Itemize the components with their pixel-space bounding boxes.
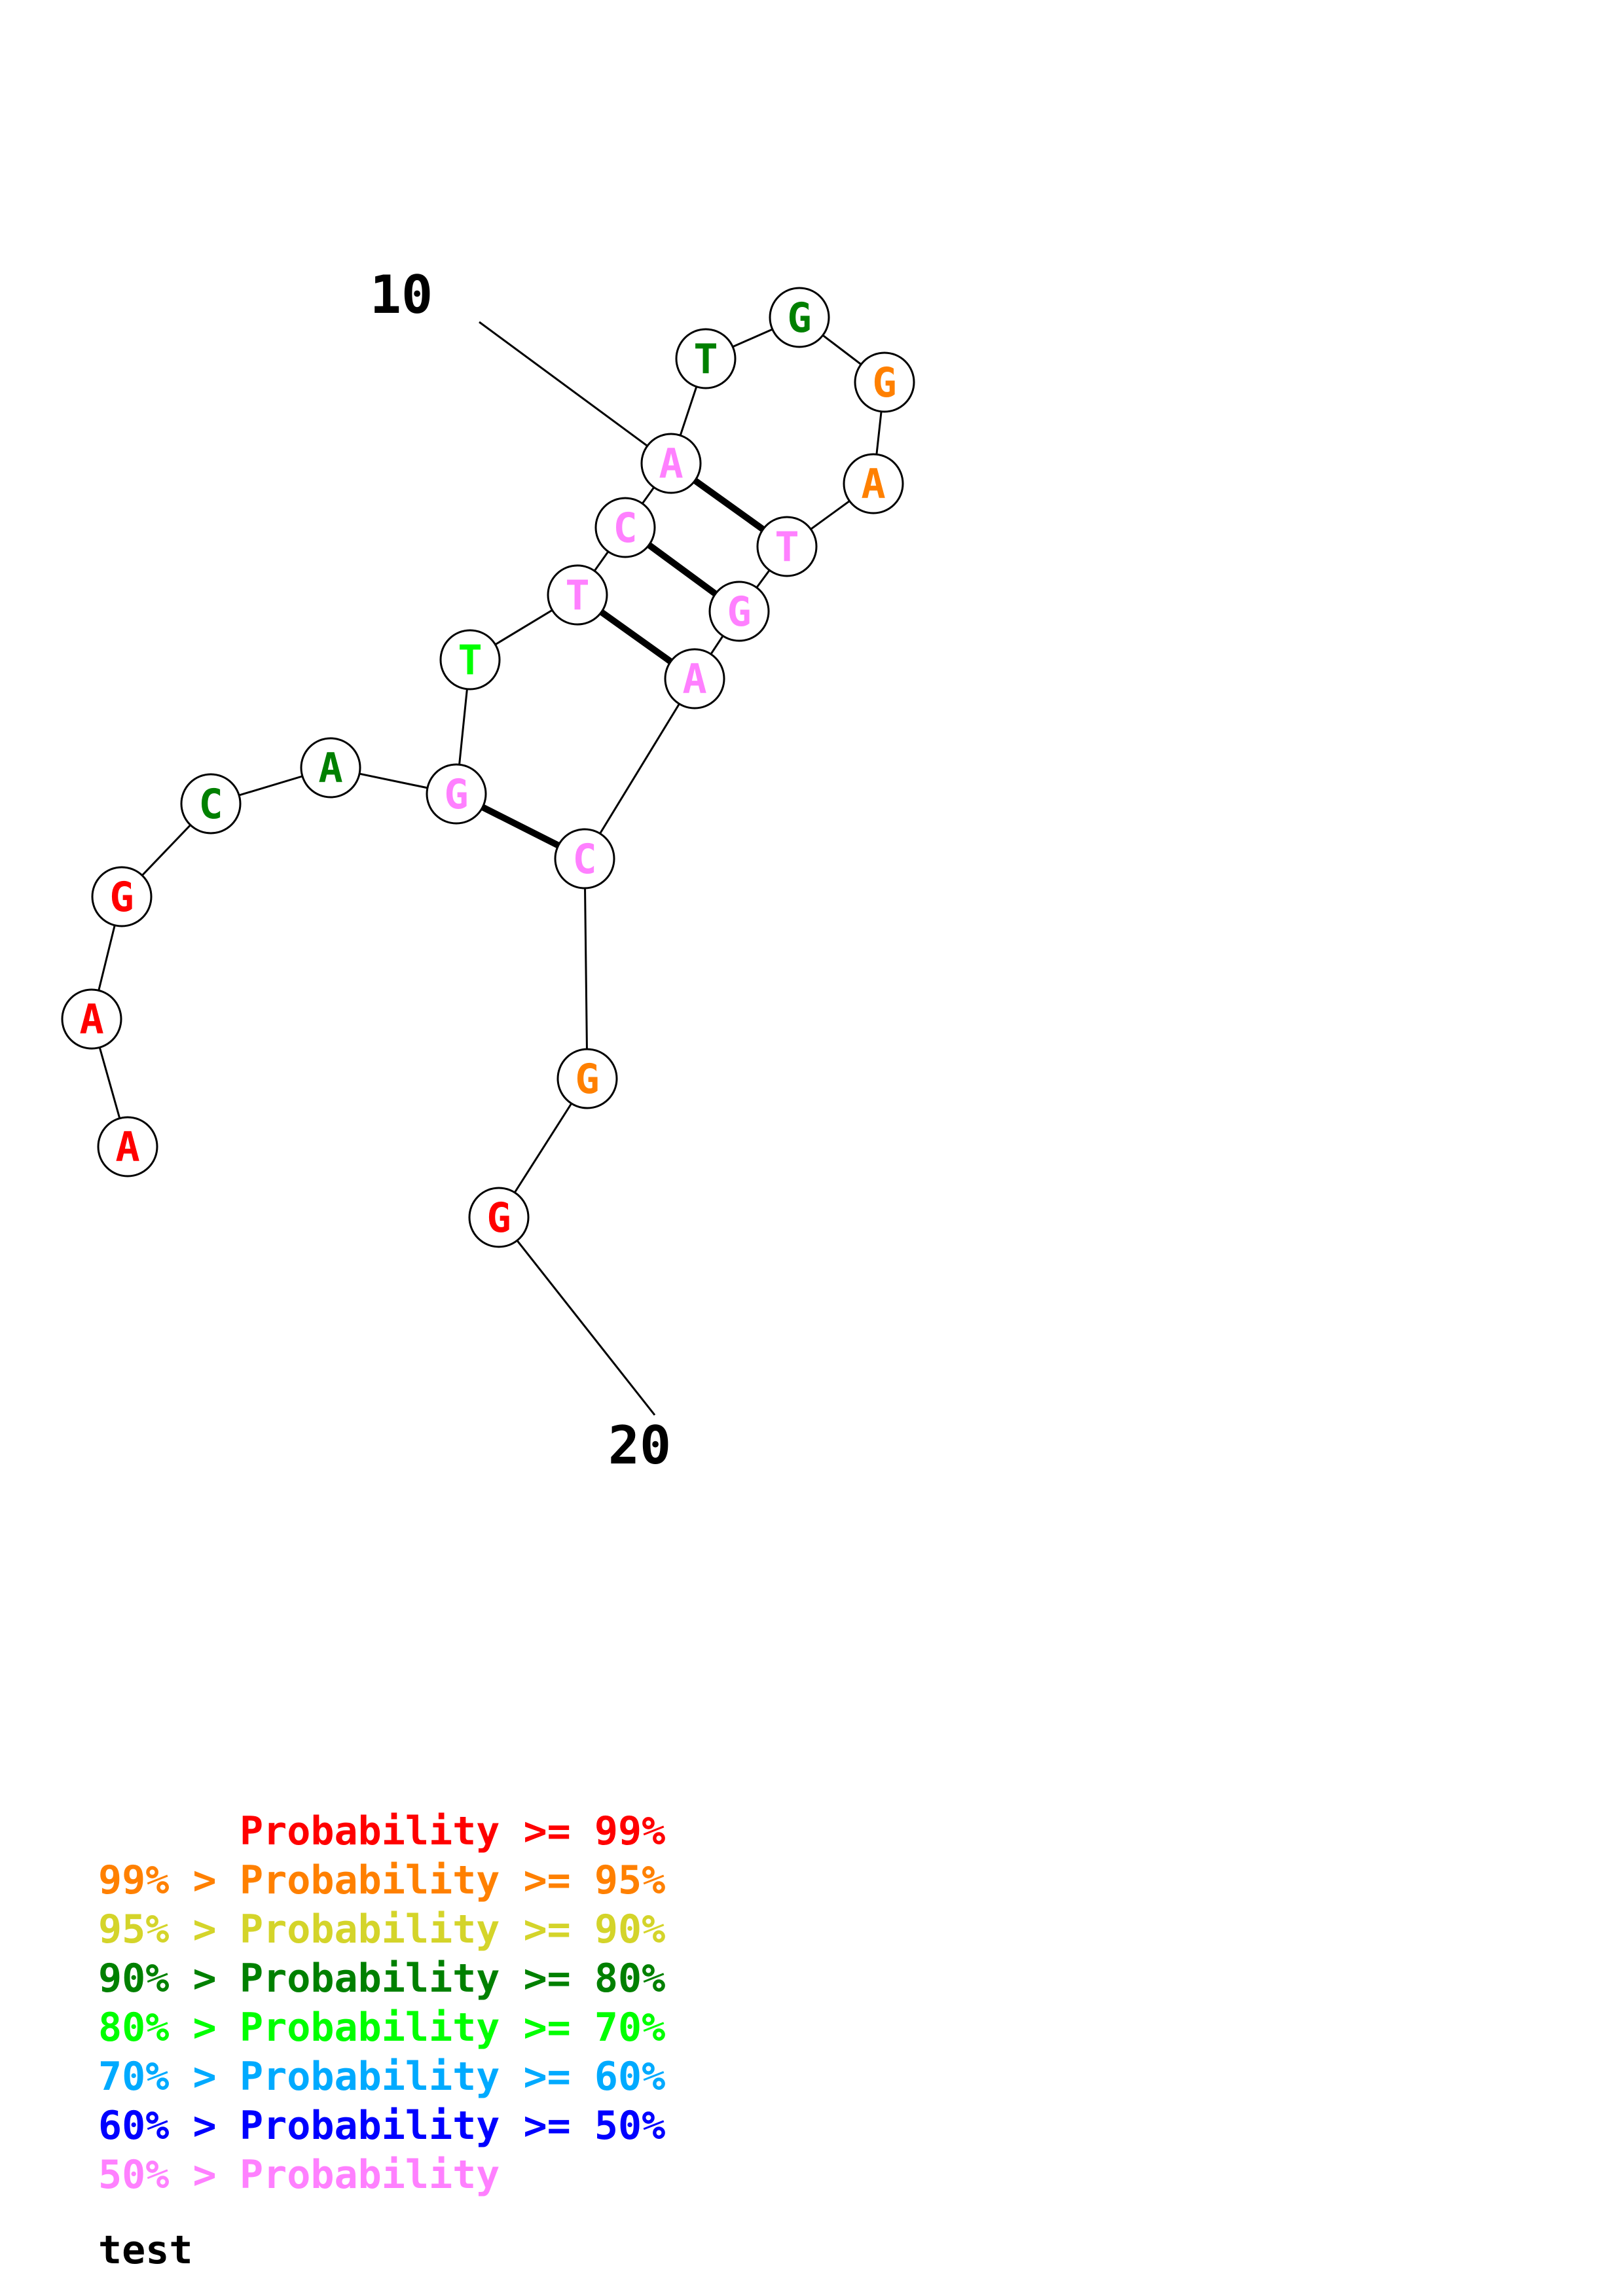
legend-prefix: 95% > — [98, 1907, 240, 1952]
nucleotide-circle — [664, 648, 725, 709]
nucleotide-base: T — [565, 571, 589, 619]
nucleotide-base: G — [727, 588, 751, 636]
legend-row: 99% > Probability >= 95% — [98, 1857, 665, 1903]
legend-label: Probability >= 80% — [240, 1956, 665, 2001]
legend-row: 50% > Probability — [98, 2152, 500, 2198]
nucleotide-base: C — [613, 504, 637, 552]
nucleotide-circle — [756, 516, 818, 577]
legend-label: Probability >= 99% — [240, 1808, 665, 1854]
legend-label: Probability >= 60% — [240, 2054, 665, 2100]
legend-label: Probability >= 70% — [240, 2005, 665, 2051]
nucleotide: C — [554, 828, 615, 889]
legend-row: 95% > Probability >= 90% — [98, 1907, 665, 1952]
backbone-bond — [583, 858, 589, 1079]
legend-label: Probability — [240, 2152, 500, 2198]
nucleotide-base: G — [109, 873, 134, 921]
nucleotide-base: G — [787, 294, 811, 342]
legend-row: 60% > Probability >= 50% — [98, 2103, 665, 2149]
backbone-bond — [583, 678, 696, 859]
legend-label: Probability >= 90% — [240, 1907, 665, 1952]
nucleotide: C — [594, 497, 656, 558]
nucleotide-circle — [640, 433, 702, 494]
nucleotide-base: A — [115, 1123, 139, 1171]
legend-prefix: 70% > — [98, 2054, 240, 2100]
position-label: 20 — [608, 1415, 671, 1476]
nucleotide: A — [640, 433, 702, 494]
nucleotide: G — [426, 763, 487, 825]
nucleotide: T — [547, 564, 608, 626]
nucleotide-circle — [300, 737, 361, 798]
nucleotide-base: A — [318, 744, 342, 792]
nucleotide: G — [468, 1187, 530, 1248]
nucleotide: G — [854, 351, 915, 413]
nucleotide-circle — [843, 453, 904, 514]
nucleotide: G — [708, 581, 770, 642]
nucleotide-circle — [554, 828, 615, 889]
legend-prefix: 90% > — [98, 1956, 240, 2001]
nucleotide-base: C — [572, 835, 596, 883]
nucleotide: A — [300, 737, 361, 798]
position-label-line — [479, 321, 672, 465]
nucleotide-circle — [439, 629, 501, 691]
nucleotide: G — [91, 866, 153, 927]
legend-prefix: 50% > — [98, 2152, 240, 2198]
position-label-lines — [479, 321, 672, 1416]
nucleotide-circle — [91, 866, 153, 927]
position-label-layer: 10 20 — [370, 264, 671, 1476]
nucleotide-circle — [708, 581, 770, 642]
nucleotide-circle — [468, 1187, 530, 1248]
nucleotide: A — [843, 453, 904, 514]
nucleotide-base: G — [872, 359, 896, 406]
nucleotide-circle — [675, 328, 737, 389]
legend-row: 90% > Probability >= 80% — [98, 1956, 665, 2001]
legend-prefix: 99% > — [98, 1857, 240, 1903]
nucleotide: A — [664, 648, 725, 709]
nucleotide-base: G — [486, 1194, 511, 1242]
nucleotide: T — [439, 629, 501, 691]
nucleotide: G — [556, 1048, 618, 1109]
nucleotide-circle — [426, 763, 487, 825]
nucleotide-base: A — [659, 440, 683, 488]
position-label: 10 — [370, 264, 433, 325]
caption: test — [98, 2227, 193, 2273]
nucleotide-circle — [594, 497, 656, 558]
nucleotide-circle — [97, 1116, 158, 1177]
nucleotide: A — [97, 1116, 158, 1177]
nucleotide-circle — [854, 351, 915, 413]
nucleotide: A — [61, 988, 122, 1050]
nucleotide-base: A — [682, 655, 706, 703]
position-label-line — [498, 1217, 656, 1416]
nucleotide-base: T — [458, 636, 482, 684]
legend-label: Probability >= 95% — [240, 1857, 665, 1903]
nucleotide: G — [769, 287, 830, 348]
nucleotide-circle — [547, 564, 608, 626]
nucleotide-circle — [556, 1048, 618, 1109]
nucleotide-circle — [769, 287, 830, 348]
nucleotide-base: C — [198, 780, 223, 828]
backbone-layer — [90, 316, 886, 1218]
legend-label: Probability >= 50% — [240, 2103, 665, 2149]
nucleotide-base: G — [575, 1055, 599, 1103]
nucleotide-base: T — [775, 523, 799, 571]
nucleotide-base: A — [79, 996, 103, 1043]
nucleotide-circle — [61, 988, 122, 1050]
nucleotide-base: T — [693, 335, 718, 383]
nucleotide: T — [756, 516, 818, 577]
legend-prefix: 60% > — [98, 2103, 240, 2149]
nucleotide: C — [180, 773, 242, 834]
nucleotide-base: A — [861, 460, 885, 508]
nucleotide-base: G — [444, 770, 468, 818]
legend-row: 80% > Probability >= 70% — [98, 2005, 665, 2051]
probability-legend: Probability >= 99%99% > Probability >= 9… — [98, 1808, 665, 2198]
nucleotide-circle — [180, 773, 242, 834]
legend-row: Probability >= 99% — [240, 1808, 665, 1854]
legend-row: 70% > Probability >= 60% — [98, 2054, 665, 2100]
nucleotide: T — [675, 328, 737, 389]
legend-prefix: 80% > — [98, 2005, 240, 2051]
